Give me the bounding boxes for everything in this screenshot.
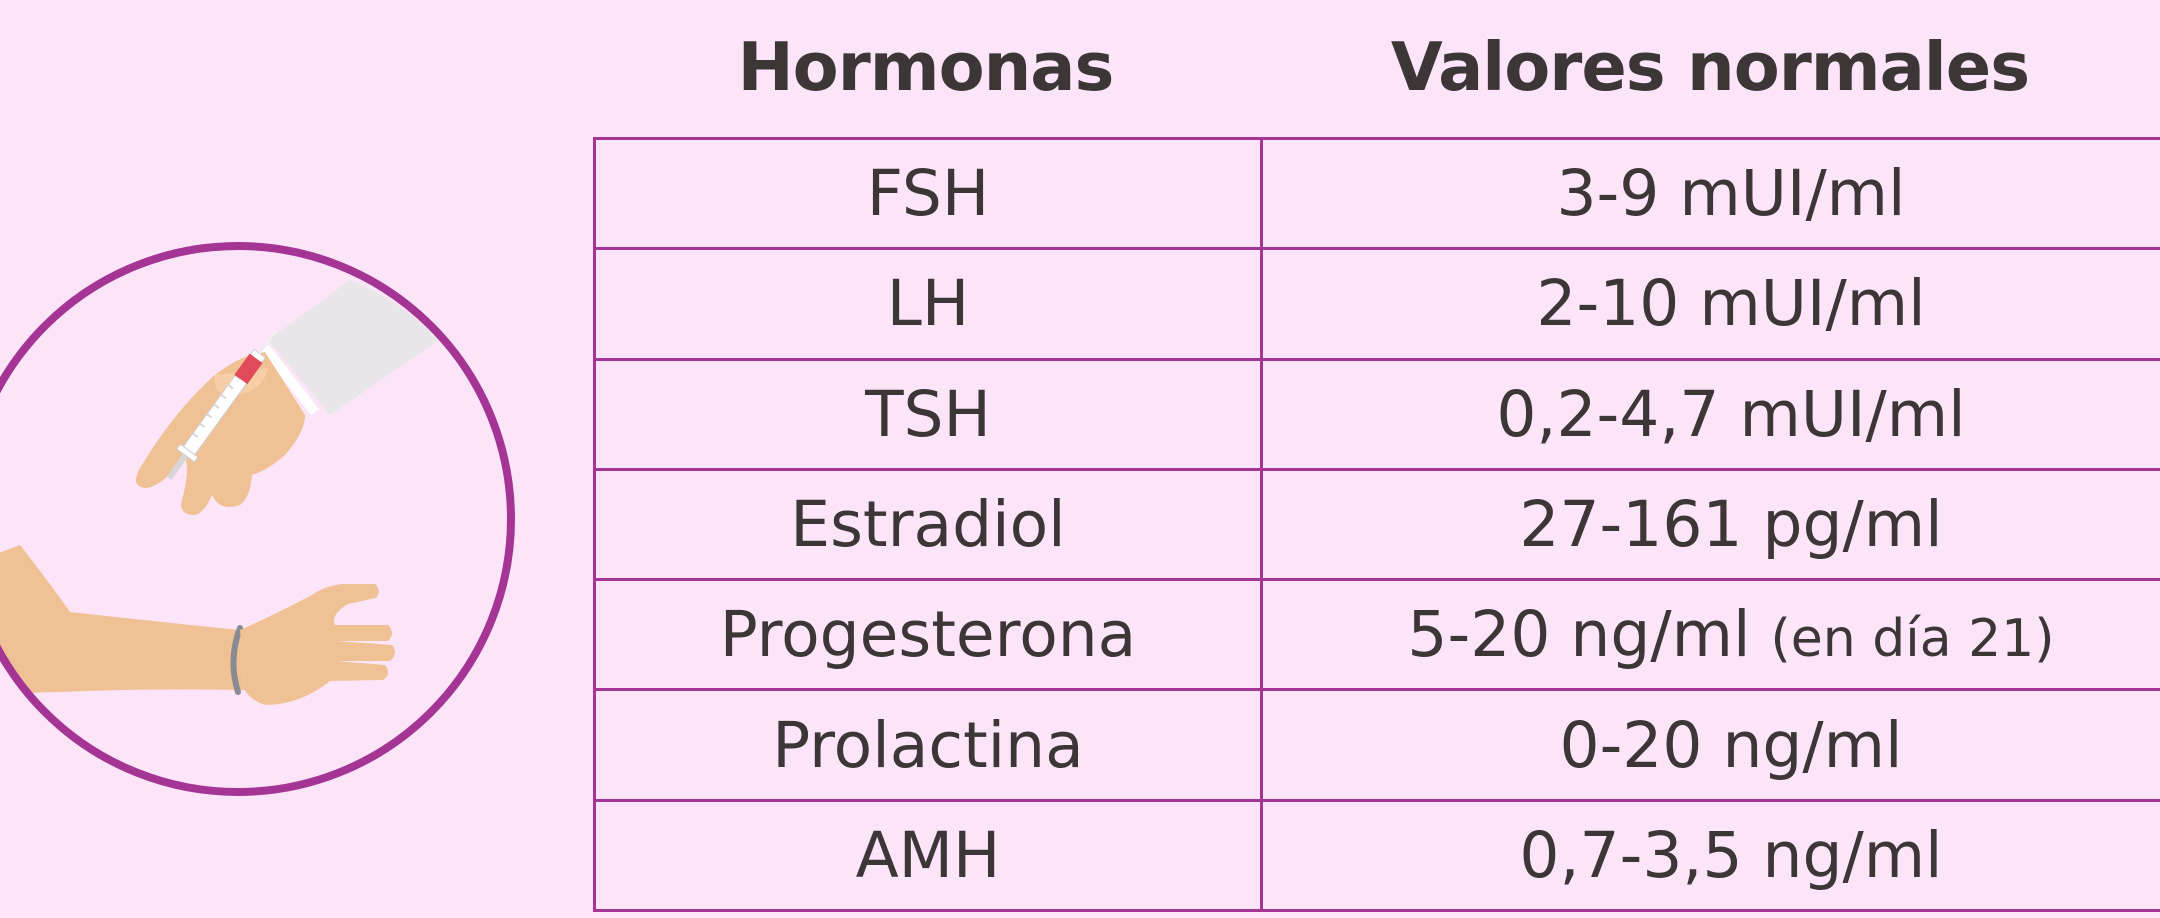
table-row: Estradiol 27-161 pg/ml	[593, 467, 2160, 582]
illustration-circle-border	[0, 242, 515, 796]
value-note: (en día 21)	[1770, 609, 2055, 670]
value-text: 0,2-4,7 mUI/ml	[1496, 377, 1966, 451]
doctor-hand	[136, 352, 305, 515]
value-text: 3-9 mUI/ml	[1556, 157, 1906, 231]
sleeve-cuff	[261, 344, 319, 416]
hormone-value: 5-20 ng/ml (en día 21)	[1260, 578, 2160, 692]
hormone-name: FSH	[593, 136, 1263, 251]
hormone-value: 0-20 ng/ml	[1260, 688, 2160, 802]
hormone-value: 0,2-4,7 mUI/ml	[1260, 357, 2160, 471]
header-valores-normales: Valores normales	[1390, 28, 2030, 106]
table-row: Progesterona 5-20 ng/ml (en día 21)	[593, 578, 2160, 692]
hormone-value: 0,7-3,5 ng/ml	[1260, 798, 2160, 913]
hormone-name: Progesterona	[593, 578, 1263, 692]
value-text: 27-161 pg/ml	[1519, 487, 1943, 561]
hormone-name: TSH	[593, 357, 1263, 471]
hormone-value: 27-161 pg/ml	[1260, 467, 2160, 582]
hormone-name: Estradiol	[593, 467, 1263, 582]
blood-vial	[234, 353, 263, 385]
table-row: TSH 0,2-4,7 mUI/ml	[593, 357, 2160, 471]
patient-hand	[240, 584, 396, 705]
hormone-name: Prolactina	[593, 688, 1263, 802]
table-row: AMH 0,7-3,5 ng/ml	[593, 798, 2160, 913]
doctor-sleeve	[268, 280, 440, 415]
value-text: 0,7-3,5 ng/ml	[1519, 818, 1943, 892]
table-row: FSH 3-9 mUI/ml	[593, 136, 2160, 251]
blood-draw-illustration	[0, 242, 515, 796]
value-text: 5-20 ng/ml	[1407, 598, 1751, 672]
value-text: 0-20 ng/ml	[1559, 708, 1903, 782]
bracelet	[230, 625, 243, 695]
value-text: 2-10 mUI/ml	[1536, 267, 1926, 341]
hormone-name: LH	[593, 247, 1263, 361]
table-row: Prolactina 0-20 ng/ml	[593, 688, 2160, 802]
hormone-value: 3-9 mUI/ml	[1260, 136, 2160, 251]
syringe-icon	[166, 330, 277, 480]
table-row: LH 2-10 mUI/ml	[593, 247, 2160, 361]
hormone-table: FSH 3-9 mUI/ml LH 2-10 mUI/ml TSH 0,2-4,…	[593, 136, 2160, 913]
hormone-name: AMH	[593, 798, 1263, 913]
illustration-content	[0, 280, 440, 705]
hormone-value: 2-10 mUI/ml	[1260, 247, 2160, 361]
patient-arm	[0, 545, 245, 698]
header-hormonas: Hormonas	[737, 28, 1115, 106]
